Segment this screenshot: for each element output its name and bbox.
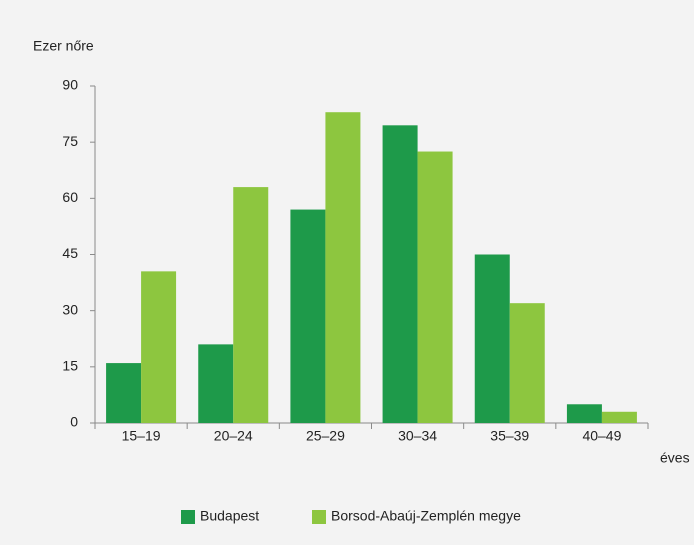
x-axis-label: éves: [660, 450, 690, 466]
bar: [141, 271, 177, 423]
bar: [106, 363, 142, 423]
bar: [233, 187, 269, 423]
bar: [509, 303, 545, 423]
legend-label: Borsod-Abaúj-Zemplén megye: [331, 508, 521, 524]
x-tick-label: 30–34: [398, 428, 437, 444]
bar: [601, 411, 637, 423]
x-tick-label: 20–24: [214, 428, 253, 444]
x-tick-label: 40–49: [582, 428, 621, 444]
x-tick-label: 35–39: [490, 428, 529, 444]
x-tick-label: 15–19: [122, 428, 161, 444]
y-tick-label: 30: [62, 301, 78, 317]
y-tick-label: 60: [62, 189, 78, 205]
x-tick-label: 25–29: [306, 428, 345, 444]
legend-label: Budapest: [200, 508, 259, 524]
y-axis-label: Ezer nőre: [33, 38, 94, 54]
y-tick-label: 0: [70, 414, 78, 430]
y-tick-label: 45: [62, 245, 78, 261]
legend-swatch: [181, 510, 195, 524]
legend-swatch: [312, 510, 326, 524]
y-tick-label: 75: [62, 133, 78, 149]
bar: [382, 125, 418, 424]
bar: [566, 404, 602, 423]
bar: [198, 344, 234, 423]
bar: [325, 112, 361, 423]
y-tick-label: 15: [62, 358, 78, 374]
bar: [417, 151, 453, 423]
y-tick-label: 90: [62, 77, 78, 93]
bar: [474, 254, 510, 423]
bar: [290, 209, 326, 423]
